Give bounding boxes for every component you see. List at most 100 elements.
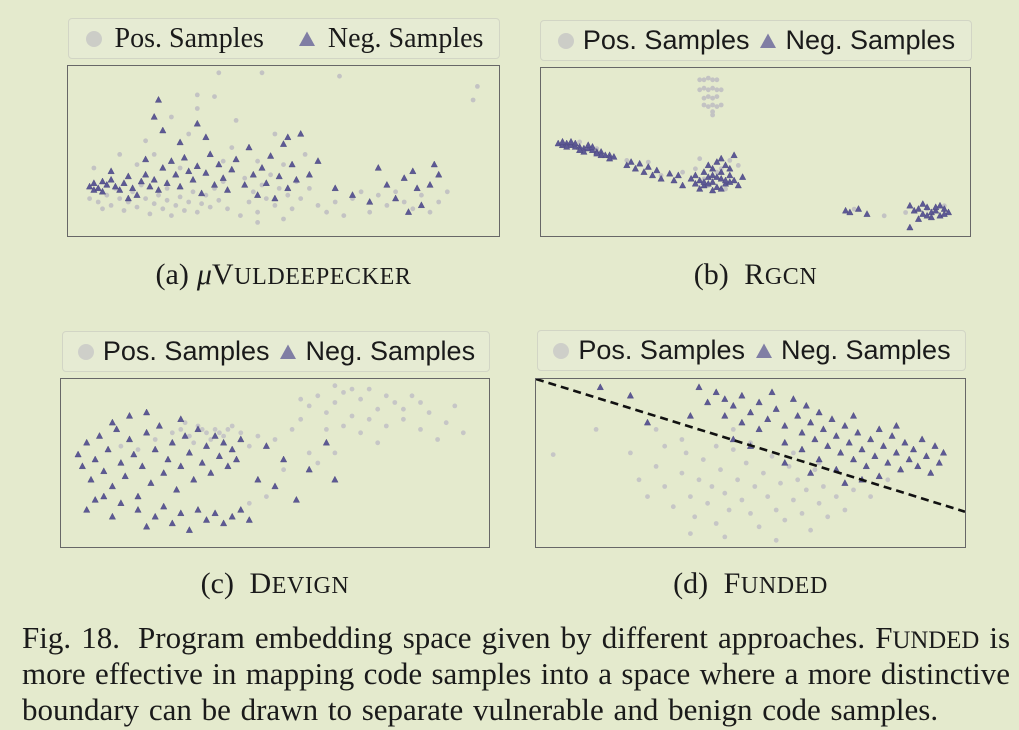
legend-item-pos: Pos. Samples	[552, 335, 745, 366]
legend-item-pos: Pos. Samples	[77, 336, 269, 367]
plot-frame-c	[60, 378, 490, 548]
neg-sample-point	[627, 158, 635, 165]
pos-sample-point	[289, 427, 295, 432]
neg-sample-point	[704, 398, 712, 406]
neg-sample-point	[755, 425, 763, 432]
neg-sample-point	[159, 163, 167, 171]
pos-sample-point	[426, 410, 432, 415]
neg-sample-point	[679, 181, 687, 189]
neg-sample-point	[185, 448, 193, 456]
neg-sample-point	[210, 180, 219, 188]
neg-sample-point	[558, 137, 567, 145]
pos-samples-series	[550, 427, 891, 543]
neg-sample-point	[108, 512, 116, 520]
neg-sample-point	[237, 435, 245, 443]
neg-sample-point	[305, 170, 313, 178]
pos-sample-point	[700, 457, 706, 462]
pos-sample-point	[701, 102, 707, 108]
pos-sample-point	[393, 189, 398, 195]
pos-sample-point	[710, 102, 715, 108]
neg-sample-point	[155, 421, 163, 429]
neg-sample-point	[923, 211, 931, 219]
neg-sample-point	[177, 415, 185, 422]
neg-sample-point	[905, 455, 913, 463]
neg-sample-point	[292, 175, 300, 183]
pos-sample-point	[401, 416, 406, 422]
pos-sample-point	[216, 70, 222, 76]
neg-sample-point	[935, 458, 943, 466]
neg-sample-point	[772, 405, 780, 412]
neg-sample-point	[648, 171, 657, 179]
pos-sample-point	[190, 189, 196, 195]
pos-sample-point	[229, 145, 235, 150]
neg-sample-point	[111, 182, 119, 190]
neg-sample-point	[879, 442, 888, 449]
pos-sample-point	[409, 393, 415, 399]
pos-sample-point	[255, 220, 260, 225]
pos-sample-point	[710, 109, 715, 115]
neg-sample-point	[404, 208, 413, 215]
pos-sample-point	[435, 437, 440, 442]
neg-sample-point	[121, 472, 129, 480]
pos-sample-point	[315, 393, 321, 399]
pos-sample-point	[714, 77, 720, 83]
neg-sample-point	[738, 391, 746, 399]
neg-sample-point	[83, 505, 91, 513]
pos-sample-point	[443, 420, 449, 426]
neg-sample-point	[271, 194, 279, 202]
neg-sample-point	[644, 163, 652, 170]
neg-sample-point	[932, 206, 940, 214]
neg-sample-point	[314, 157, 322, 164]
pos-sample-point	[851, 487, 856, 493]
pos-sample-point	[727, 158, 733, 163]
neg-sample-point	[653, 166, 661, 174]
pos-sample-point	[705, 104, 711, 109]
pos-sample-point	[825, 514, 831, 520]
pos-sample-point	[91, 165, 97, 171]
neg-sample-point	[884, 458, 892, 466]
pos-sample-point	[100, 206, 105, 212]
neg-sample-point	[202, 133, 210, 141]
neg-sample-point	[709, 171, 717, 179]
neg-sample-point	[137, 177, 145, 185]
legend-circle-marker	[553, 342, 570, 359]
legend-triangle-marker	[755, 343, 772, 358]
pos-samples-series	[87, 70, 480, 225]
neg-sample-point	[657, 174, 665, 182]
neg-sample-point	[194, 505, 202, 513]
neg-sample-point	[807, 469, 815, 476]
neg-sample-point	[931, 442, 939, 449]
pos-sample-point	[366, 416, 372, 422]
neg-sample-point	[150, 175, 158, 183]
neg-sample-point	[892, 448, 900, 456]
pos-sample-point	[263, 196, 269, 202]
neg-sample-point	[275, 172, 283, 180]
neg-sample-point	[164, 455, 172, 463]
neg-sample-point	[571, 142, 579, 150]
neg-sample-point	[154, 186, 163, 193]
legend-triangle-marker	[760, 33, 777, 48]
neg-sample-point	[151, 445, 159, 453]
subcaption-c: (c) DEVIGN	[60, 567, 490, 601]
neg-sample-point	[713, 173, 721, 180]
neg-sample-point	[721, 161, 730, 169]
neg-sample-point	[173, 485, 181, 493]
legend-label: Neg. Samples	[785, 25, 956, 55]
neg-sample-point	[143, 408, 151, 416]
pos-sample-point	[851, 206, 857, 212]
pos-sample-point	[134, 162, 140, 167]
neg-sample-point	[168, 519, 176, 527]
pos-sample-point	[268, 172, 273, 178]
pos-sample-point	[276, 186, 282, 191]
neg-sample-point	[223, 186, 232, 193]
neg-sample-point	[717, 168, 725, 175]
pos-sample-point	[662, 443, 668, 449]
neg-sample-point	[430, 160, 438, 168]
legend-label: Pos. Samples	[578, 335, 745, 365]
neg-sample-point	[198, 189, 206, 197]
pos-sample-point	[298, 196, 304, 202]
pos-sample-point	[769, 453, 775, 459]
neg-sample-point	[91, 455, 99, 463]
pos-sample-point	[225, 206, 230, 212]
neg-sample-point	[932, 203, 940, 211]
